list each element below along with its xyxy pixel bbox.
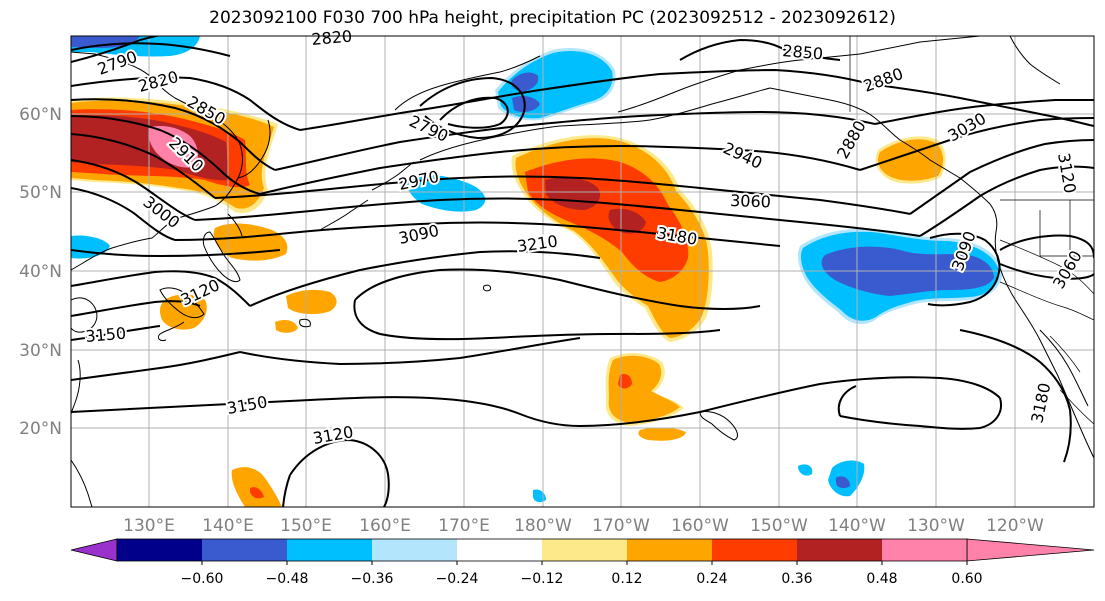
colorbar-ticks: −0.60 −0.48 −0.36 −0.24 −0.12 0.12 0.24 … <box>181 561 983 587</box>
contour-label: 2820 <box>311 27 353 49</box>
colorbar-tick-label: −0.24 <box>436 571 479 587</box>
colorbar-tick-label: 0.60 <box>951 571 982 587</box>
lon-tick-label: 160°W <box>671 516 729 536</box>
shade-negative-nw <box>71 36 140 48</box>
colorbar-tick-label: −0.36 <box>351 571 394 587</box>
lon-tick-label: 140°W <box>828 516 886 536</box>
shade-positive-japan <box>231 467 282 507</box>
colorbar-segment <box>542 539 627 561</box>
colorbar-segment <box>712 539 797 561</box>
lon-tick-label: 120°W <box>986 516 1044 536</box>
contour-label: 3060 <box>730 191 771 211</box>
colorbar-segment <box>627 539 712 561</box>
political-borders <box>849 36 1094 425</box>
shade-negative-bering <box>512 96 540 112</box>
lon-tick-label: 170°E <box>438 516 490 536</box>
lon-tick-label: 180°W <box>514 516 572 536</box>
shade-positive-bc-coast <box>878 139 944 181</box>
lon-tick-label: 130°W <box>907 516 965 536</box>
shade-positive-japan <box>250 487 264 499</box>
shade-positive-japan <box>275 320 298 333</box>
longitude-ticks: 130°E 140°E 150°E 160°E 170°E 180°W 170°… <box>123 516 1044 536</box>
colorbar-tick-label: −0.60 <box>181 571 224 587</box>
shade-negative-ne-pacific <box>836 476 850 489</box>
map-title: 2023092100 F030 700 hPa height, precipit… <box>209 8 896 28</box>
colorbar-tick-label: 0.12 <box>611 571 642 587</box>
shade-negative-ne-pacific <box>798 464 813 476</box>
lon-tick-label: 150°E <box>280 516 332 536</box>
height-contours <box>71 36 1094 507</box>
shade-positive-okhotsk <box>148 126 198 168</box>
lat-tick-label: 60°N <box>19 105 62 125</box>
lat-tick-label: 30°N <box>19 341 62 361</box>
shade-positive-central <box>638 427 686 441</box>
colorbar-tick-label: 0.48 <box>866 571 897 587</box>
coastlines <box>71 36 1094 507</box>
colorbar-segment <box>372 539 457 561</box>
contour-label: 3150 <box>85 324 127 346</box>
colorbar-segment <box>882 539 967 561</box>
colorbar-tick-label: 0.24 <box>696 571 727 587</box>
lat-tick-label: 40°N <box>19 262 62 282</box>
lon-tick-label: 130°E <box>123 516 175 536</box>
colorbar-tick-label: −0.48 <box>266 571 309 587</box>
shade-positive-central <box>608 208 646 234</box>
colorbar-segment <box>202 539 287 561</box>
shade-negative-west <box>406 174 486 212</box>
colorbar: −0.60 −0.48 −0.36 −0.24 −0.12 0.12 0.24 … <box>70 538 1095 587</box>
lat-tick-label: 20°N <box>19 419 62 439</box>
lon-tick-label: 150°W <box>750 516 808 536</box>
lat-tick-label: 50°N <box>19 183 62 203</box>
lon-tick-label: 160°E <box>359 516 411 536</box>
lon-tick-label: 170°W <box>592 516 650 536</box>
shade-positive-japan <box>160 294 207 330</box>
shade-negative-bering <box>511 72 539 92</box>
shade-positive-central <box>608 355 680 423</box>
contour-label: 2850 <box>782 41 824 63</box>
map-frame <box>70 35 1095 508</box>
colorbar-segment <box>797 539 882 561</box>
colorbar-segment <box>457 539 542 561</box>
lon-tick-label: 140°E <box>202 516 254 536</box>
colorbar-left-extension <box>70 538 118 562</box>
colorbar-segment <box>287 539 372 561</box>
colorbar-tick-label: −0.12 <box>521 571 564 587</box>
shade-positive-japan <box>286 289 337 315</box>
map-plot-area <box>71 36 1094 507</box>
latitude-ticks: 60°N 50°N 40°N 30°N 20°N <box>19 105 62 439</box>
colorbar-tick-label: 0.36 <box>781 571 812 587</box>
colorbar-segment <box>117 539 202 561</box>
colorbar-right-extension <box>966 538 1095 562</box>
